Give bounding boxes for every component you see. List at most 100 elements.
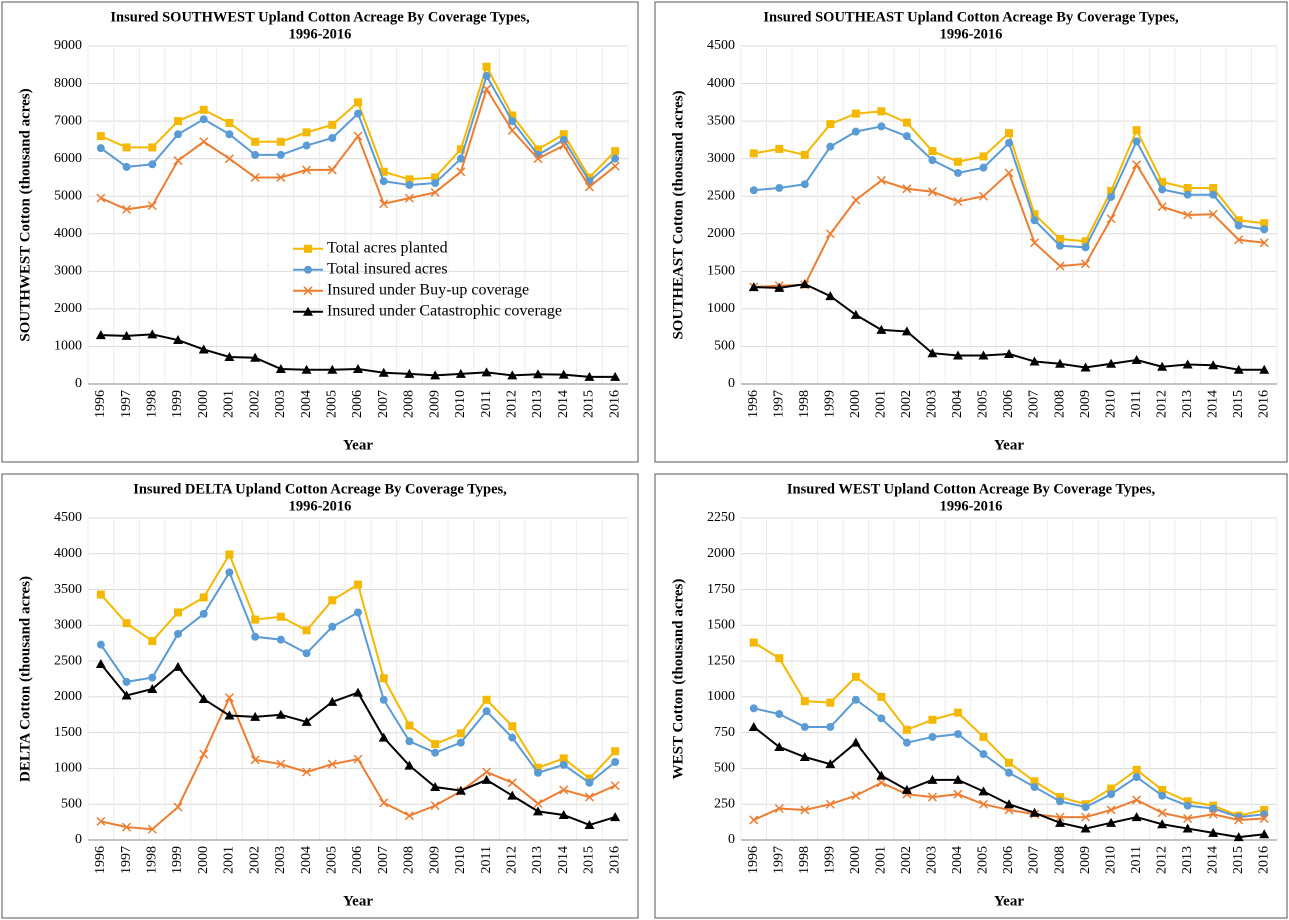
marker (1055, 358, 1066, 368)
x-tick-label: 2008 (1052, 846, 1067, 874)
marker (147, 824, 157, 834)
y-tick-label: 4000 (707, 76, 735, 91)
marker (902, 184, 912, 194)
marker (1005, 758, 1013, 767)
marker (354, 98, 362, 107)
marker (952, 774, 963, 784)
y-tick-label: 0 (728, 376, 735, 391)
x-tick-label: 1997 (119, 390, 134, 418)
marker (276, 635, 285, 644)
marker (328, 120, 337, 129)
x-tick-label: 2000 (848, 390, 863, 418)
marker (1260, 810, 1269, 819)
marker (225, 130, 234, 139)
marker (953, 168, 962, 177)
marker (748, 282, 759, 292)
marker (302, 128, 311, 137)
x-tick-label: 2002 (247, 846, 262, 874)
x-tick-label: 2001 (874, 846, 889, 874)
marker (952, 350, 963, 360)
marker (928, 156, 937, 165)
y-tick-label: 750 (714, 725, 735, 740)
marker (456, 738, 465, 747)
marker (1005, 129, 1013, 138)
y-tick-label: 2000 (54, 689, 82, 704)
marker (534, 763, 542, 772)
marker (978, 799, 989, 809)
marker (507, 790, 518, 800)
marker (251, 632, 260, 641)
marker (328, 596, 337, 605)
marker (122, 143, 131, 152)
y-tick-label: 0 (75, 832, 82, 847)
marker (404, 811, 414, 821)
chart-title: 1996-2016 (289, 498, 352, 514)
marker (378, 732, 389, 742)
marker (174, 608, 182, 617)
panel-border (1, 473, 639, 919)
marker (147, 201, 157, 211)
marker (533, 806, 543, 816)
y-tick-label: 4000 (54, 546, 82, 561)
x-tick-label: 2009 (1078, 846, 1093, 874)
marker (928, 732, 937, 741)
y-tick-label: 2000 (707, 546, 735, 561)
marker (1157, 808, 1167, 818)
marker (927, 187, 937, 197)
marker (378, 367, 389, 377)
marker (353, 687, 363, 697)
marker (327, 165, 337, 175)
marker (199, 105, 208, 114)
chart-title: Insured SOUTHEAST Upland Cotton Acreage … (763, 9, 1179, 25)
marker (1055, 812, 1065, 822)
marker (901, 326, 912, 336)
marker (1183, 183, 1192, 192)
marker (927, 348, 938, 358)
x-tick-label: 2000 (848, 846, 863, 874)
marker (902, 132, 911, 141)
marker (430, 801, 440, 811)
marker (1208, 809, 1218, 819)
x-tick-label: 2005 (976, 390, 991, 418)
marker (404, 368, 415, 378)
x-tick-label: 2010 (1103, 846, 1118, 874)
marker (430, 782, 441, 792)
x-tick-label: 1998 (797, 390, 812, 418)
marker (611, 758, 620, 767)
x-tick-label: 1999 (823, 846, 838, 874)
marker (96, 640, 105, 649)
y-tick-label: 0 (728, 832, 735, 847)
marker (953, 196, 963, 207)
marker (304, 244, 312, 253)
marker (1234, 221, 1243, 230)
marker (1107, 784, 1116, 793)
marker (302, 165, 312, 175)
x-axis-label: Year (343, 437, 373, 453)
y-tick-label: 4000 (54, 226, 82, 241)
marker (148, 673, 157, 682)
marker (1209, 804, 1218, 813)
marker (1182, 359, 1193, 369)
legend-label: Total acres planted (327, 239, 448, 256)
x-tick-label: 2012 (1154, 390, 1169, 418)
y-tick-label: 1250 (707, 653, 735, 668)
x-tick-label: 2006 (350, 390, 365, 418)
marker (979, 163, 988, 172)
marker (482, 62, 491, 71)
marker (1056, 235, 1065, 244)
marker (507, 778, 517, 788)
marker (276, 612, 285, 621)
x-tick-label: 1998 (797, 846, 812, 874)
marker (534, 768, 542, 777)
x-tick-label: 2004 (299, 390, 314, 418)
marker (122, 619, 131, 628)
marker (354, 580, 362, 589)
marker (775, 144, 784, 153)
marker (250, 352, 261, 362)
marker (1157, 361, 1168, 371)
marker (533, 798, 543, 809)
marker (978, 350, 989, 360)
x-tick-label: 2002 (247, 390, 262, 418)
marker (405, 180, 414, 189)
marker (225, 568, 234, 577)
